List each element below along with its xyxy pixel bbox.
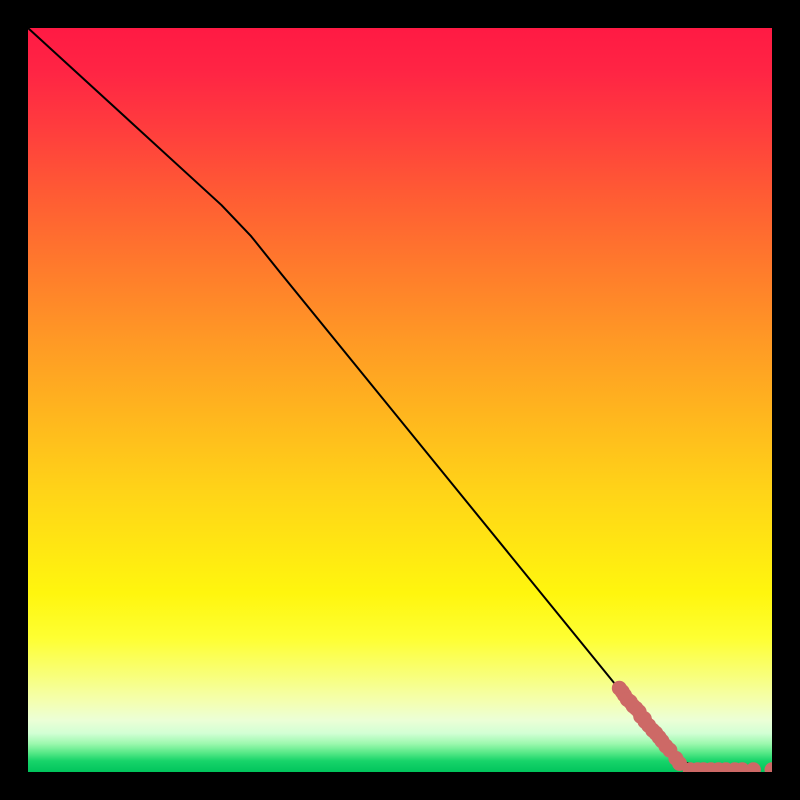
bottleneck-chart: [0, 0, 800, 800]
chart-container: TheBottleneck.com: [0, 0, 800, 800]
